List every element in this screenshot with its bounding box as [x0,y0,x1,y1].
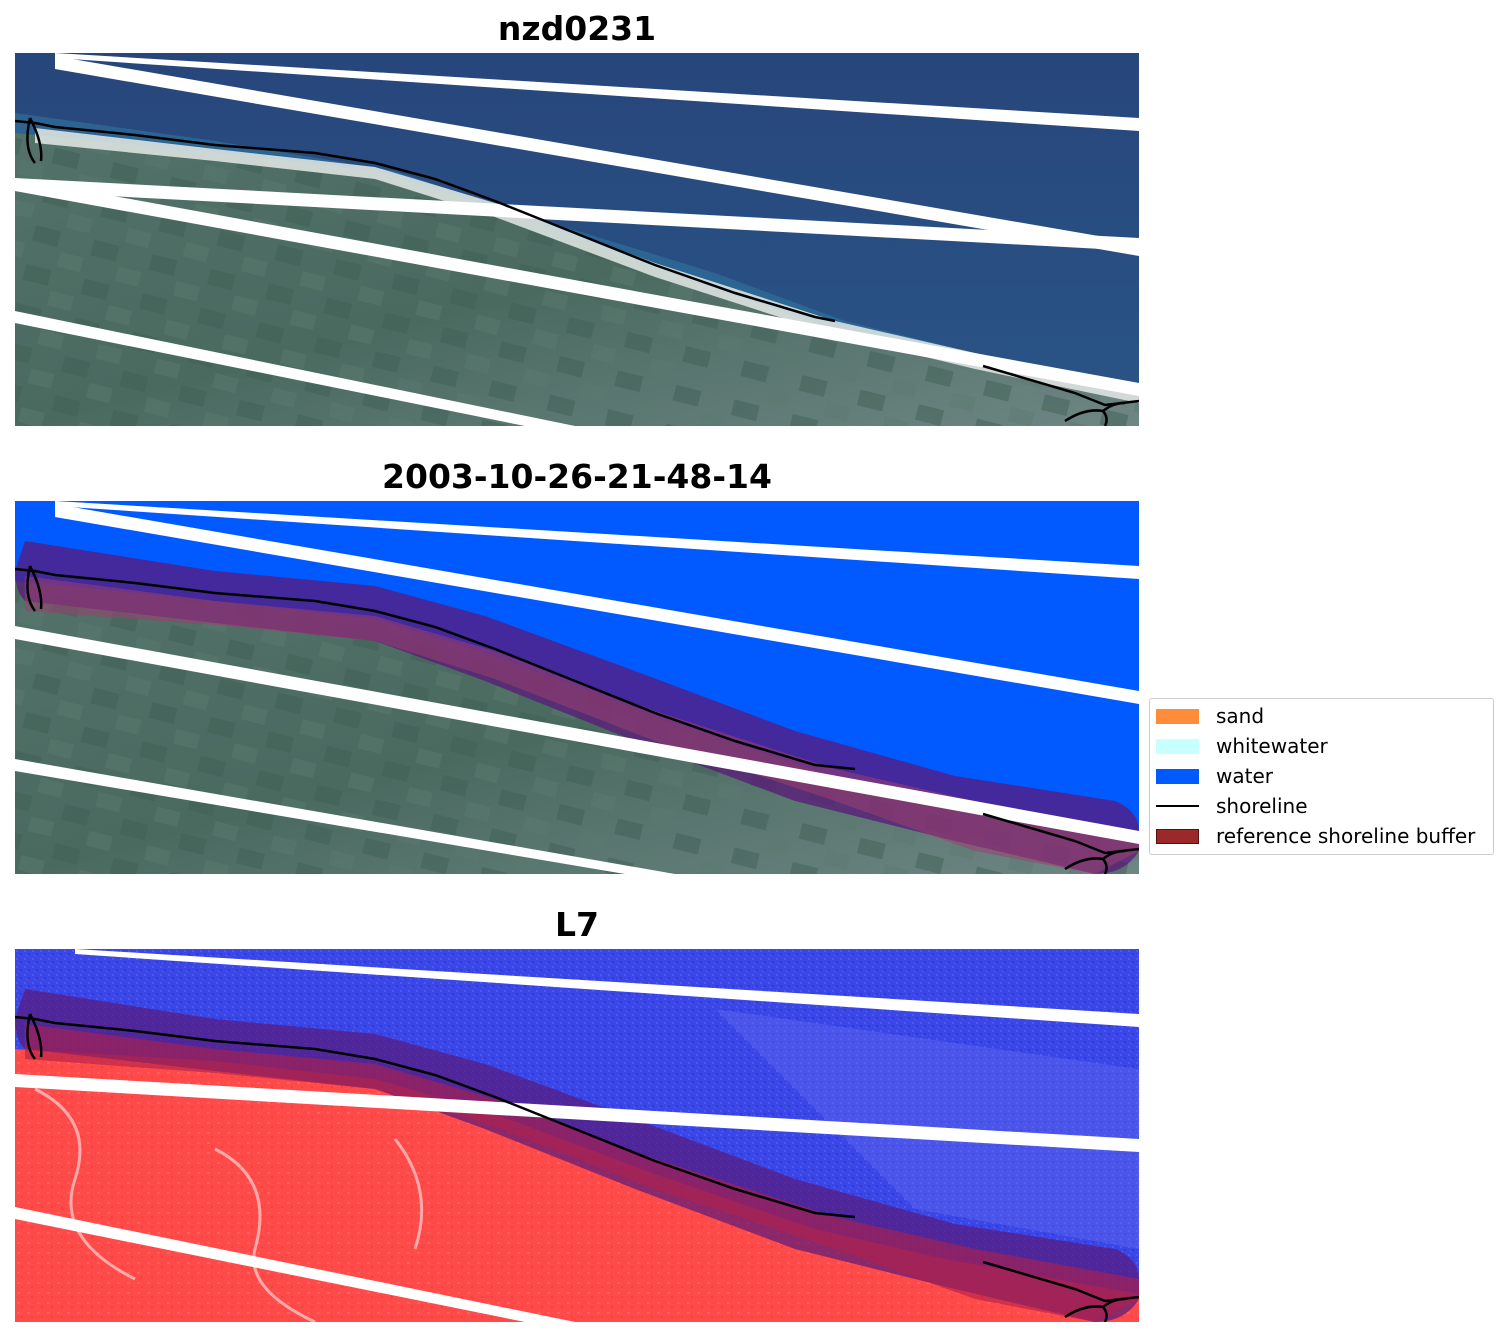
rgb-image-panel [15,53,1139,426]
legend-item-water: water [1156,763,1273,789]
panel-title-l7: L7 [555,905,599,944]
legend: sand whitewater water shoreline referenc… [1149,698,1494,855]
legend-label: sand [1216,704,1265,728]
scanline-gaps [15,53,1139,426]
l7-image-panel [15,949,1139,1322]
rgb-satellite-image [15,53,1139,426]
legend-label: water [1216,764,1273,788]
legend-label: reference shoreline buffer [1216,824,1476,848]
sand-swatch [1156,708,1199,724]
legend-item-sand: sand [1156,703,1264,729]
panel-title-rgb: nzd0231 [497,9,657,48]
legend-item-buffer: reference shoreline buffer [1156,823,1475,849]
l7-index-image [15,949,1139,1322]
water-swatch [1156,768,1199,784]
legend-label: shoreline [1216,794,1308,818]
whitewater-swatch [1156,738,1199,754]
classified-image-panel [15,501,1139,874]
classified-satellite-image [15,501,1139,874]
legend-item-whitewater: whitewater [1156,733,1328,759]
shoreline-swatch [1156,799,1199,814]
legend-item-shoreline: shoreline [1156,793,1308,819]
buffer-swatch [1156,828,1199,844]
legend-label: whitewater [1216,734,1328,758]
shoreline-line [15,119,836,323]
panel-title-classified: 2003-10-26-21-48-14 [382,457,772,496]
